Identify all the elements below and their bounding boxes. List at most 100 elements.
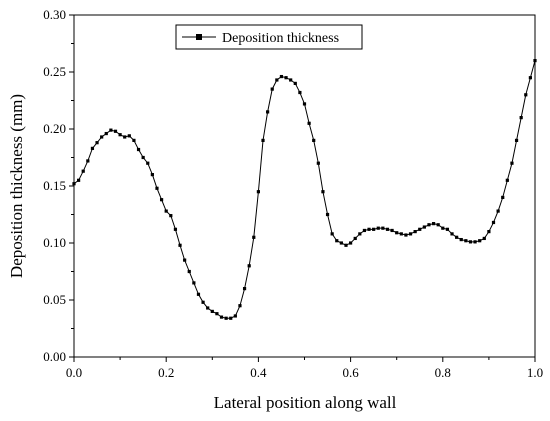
data-point bbox=[496, 209, 500, 213]
data-point bbox=[514, 138, 519, 142]
data-point bbox=[408, 232, 413, 236]
plot-frame bbox=[73, 14, 536, 358]
data-point bbox=[127, 134, 131, 138]
data-point bbox=[455, 235, 459, 239]
data-point bbox=[533, 59, 537, 63]
data-point bbox=[358, 232, 362, 236]
y-tick-label: 0.15 bbox=[43, 178, 66, 193]
data-point bbox=[256, 190, 260, 194]
data-point bbox=[478, 239, 482, 243]
data-point bbox=[293, 81, 297, 85]
data-point bbox=[376, 226, 380, 230]
data-point bbox=[335, 239, 339, 243]
y-tick-label: 0.20 bbox=[43, 121, 66, 136]
y-tick-label: 0.25 bbox=[43, 64, 66, 79]
plot-axes: 0.0 0.2 0.4 0.6 0.8 1.0 0.00 0.05 0.10 0.15 0.20 0.… bbox=[43, 7, 543, 380]
data-point bbox=[95, 141, 99, 145]
data-point bbox=[385, 227, 390, 231]
data-point bbox=[362, 228, 367, 233]
data-point bbox=[187, 269, 191, 274]
y-tick-label: 0.00 bbox=[43, 349, 66, 364]
data-point bbox=[233, 314, 237, 318]
data-point bbox=[206, 306, 210, 310]
x-tick-label: 0.6 bbox=[342, 365, 359, 380]
data-point bbox=[349, 241, 353, 245]
data-point bbox=[413, 230, 417, 234]
data-point bbox=[344, 243, 348, 247]
data-point bbox=[404, 233, 408, 237]
data-point bbox=[275, 78, 279, 82]
data-point bbox=[381, 226, 385, 230]
data-point bbox=[505, 178, 509, 182]
data-point bbox=[473, 240, 477, 244]
data-point bbox=[325, 212, 330, 217]
data-point bbox=[450, 232, 454, 236]
x-tick-label: 0.2 bbox=[158, 365, 174, 380]
data-point bbox=[367, 227, 371, 231]
x-tick-label: 1.0 bbox=[527, 365, 543, 380]
data-point bbox=[302, 102, 307, 106]
data-point bbox=[215, 312, 219, 316]
data-point bbox=[487, 230, 491, 234]
data-point bbox=[100, 135, 104, 139]
data-point bbox=[399, 232, 403, 236]
data-point bbox=[395, 231, 399, 235]
data-point bbox=[270, 87, 274, 91]
legend-marker-sample bbox=[196, 34, 202, 40]
data-point bbox=[339, 241, 343, 245]
data-point bbox=[81, 169, 85, 173]
data-point bbox=[113, 129, 118, 133]
data-point bbox=[330, 232, 334, 236]
data-point bbox=[279, 74, 284, 79]
data-point bbox=[422, 225, 426, 229]
data-point bbox=[528, 76, 532, 80]
y-tick-label: 0.30 bbox=[43, 7, 66, 22]
data-point bbox=[141, 155, 145, 160]
data-point bbox=[77, 178, 81, 182]
data-point bbox=[178, 243, 182, 247]
data-point bbox=[132, 138, 136, 142]
data-point bbox=[118, 133, 122, 137]
data-point bbox=[164, 209, 168, 213]
data-point bbox=[242, 287, 247, 291]
data-point bbox=[123, 135, 127, 139]
data-point bbox=[224, 316, 228, 320]
data-point bbox=[238, 304, 242, 308]
data-point bbox=[266, 110, 270, 114]
data-point bbox=[252, 235, 256, 239]
x-axis-title: Lateral position along wall bbox=[214, 393, 397, 412]
data-point bbox=[146, 161, 150, 165]
x-tick-label: 0.0 bbox=[66, 365, 82, 380]
data-point bbox=[312, 138, 316, 142]
data-point bbox=[104, 131, 108, 136]
data-point bbox=[372, 227, 376, 231]
data-point bbox=[183, 258, 187, 262]
data-point bbox=[524, 93, 528, 97]
data-point bbox=[491, 220, 496, 225]
x-tick-label: 0.4 bbox=[250, 365, 267, 380]
data-point bbox=[247, 264, 251, 268]
data-point bbox=[436, 223, 440, 227]
data-point bbox=[150, 173, 154, 177]
y-axis-title: Deposition thickness (mm) bbox=[7, 94, 26, 278]
legend-label: Deposition thickness bbox=[222, 31, 339, 46]
data-point bbox=[173, 227, 178, 231]
series-line bbox=[73, 60, 536, 319]
x-tick-label: 0.8 bbox=[435, 365, 451, 380]
data-point bbox=[155, 186, 159, 190]
data-point bbox=[229, 316, 233, 320]
data-point bbox=[289, 78, 293, 82]
data-point bbox=[136, 147, 141, 152]
data-point bbox=[219, 315, 224, 319]
data-point bbox=[427, 223, 431, 227]
data-point bbox=[192, 281, 196, 285]
data-point bbox=[307, 121, 311, 125]
series-layer bbox=[72, 59, 537, 320]
data-point bbox=[464, 239, 468, 243]
data-point bbox=[353, 236, 357, 241]
y-tick-label: 0.10 bbox=[43, 235, 66, 250]
data-point bbox=[169, 214, 173, 218]
data-point bbox=[261, 138, 265, 142]
data-point bbox=[72, 182, 76, 186]
